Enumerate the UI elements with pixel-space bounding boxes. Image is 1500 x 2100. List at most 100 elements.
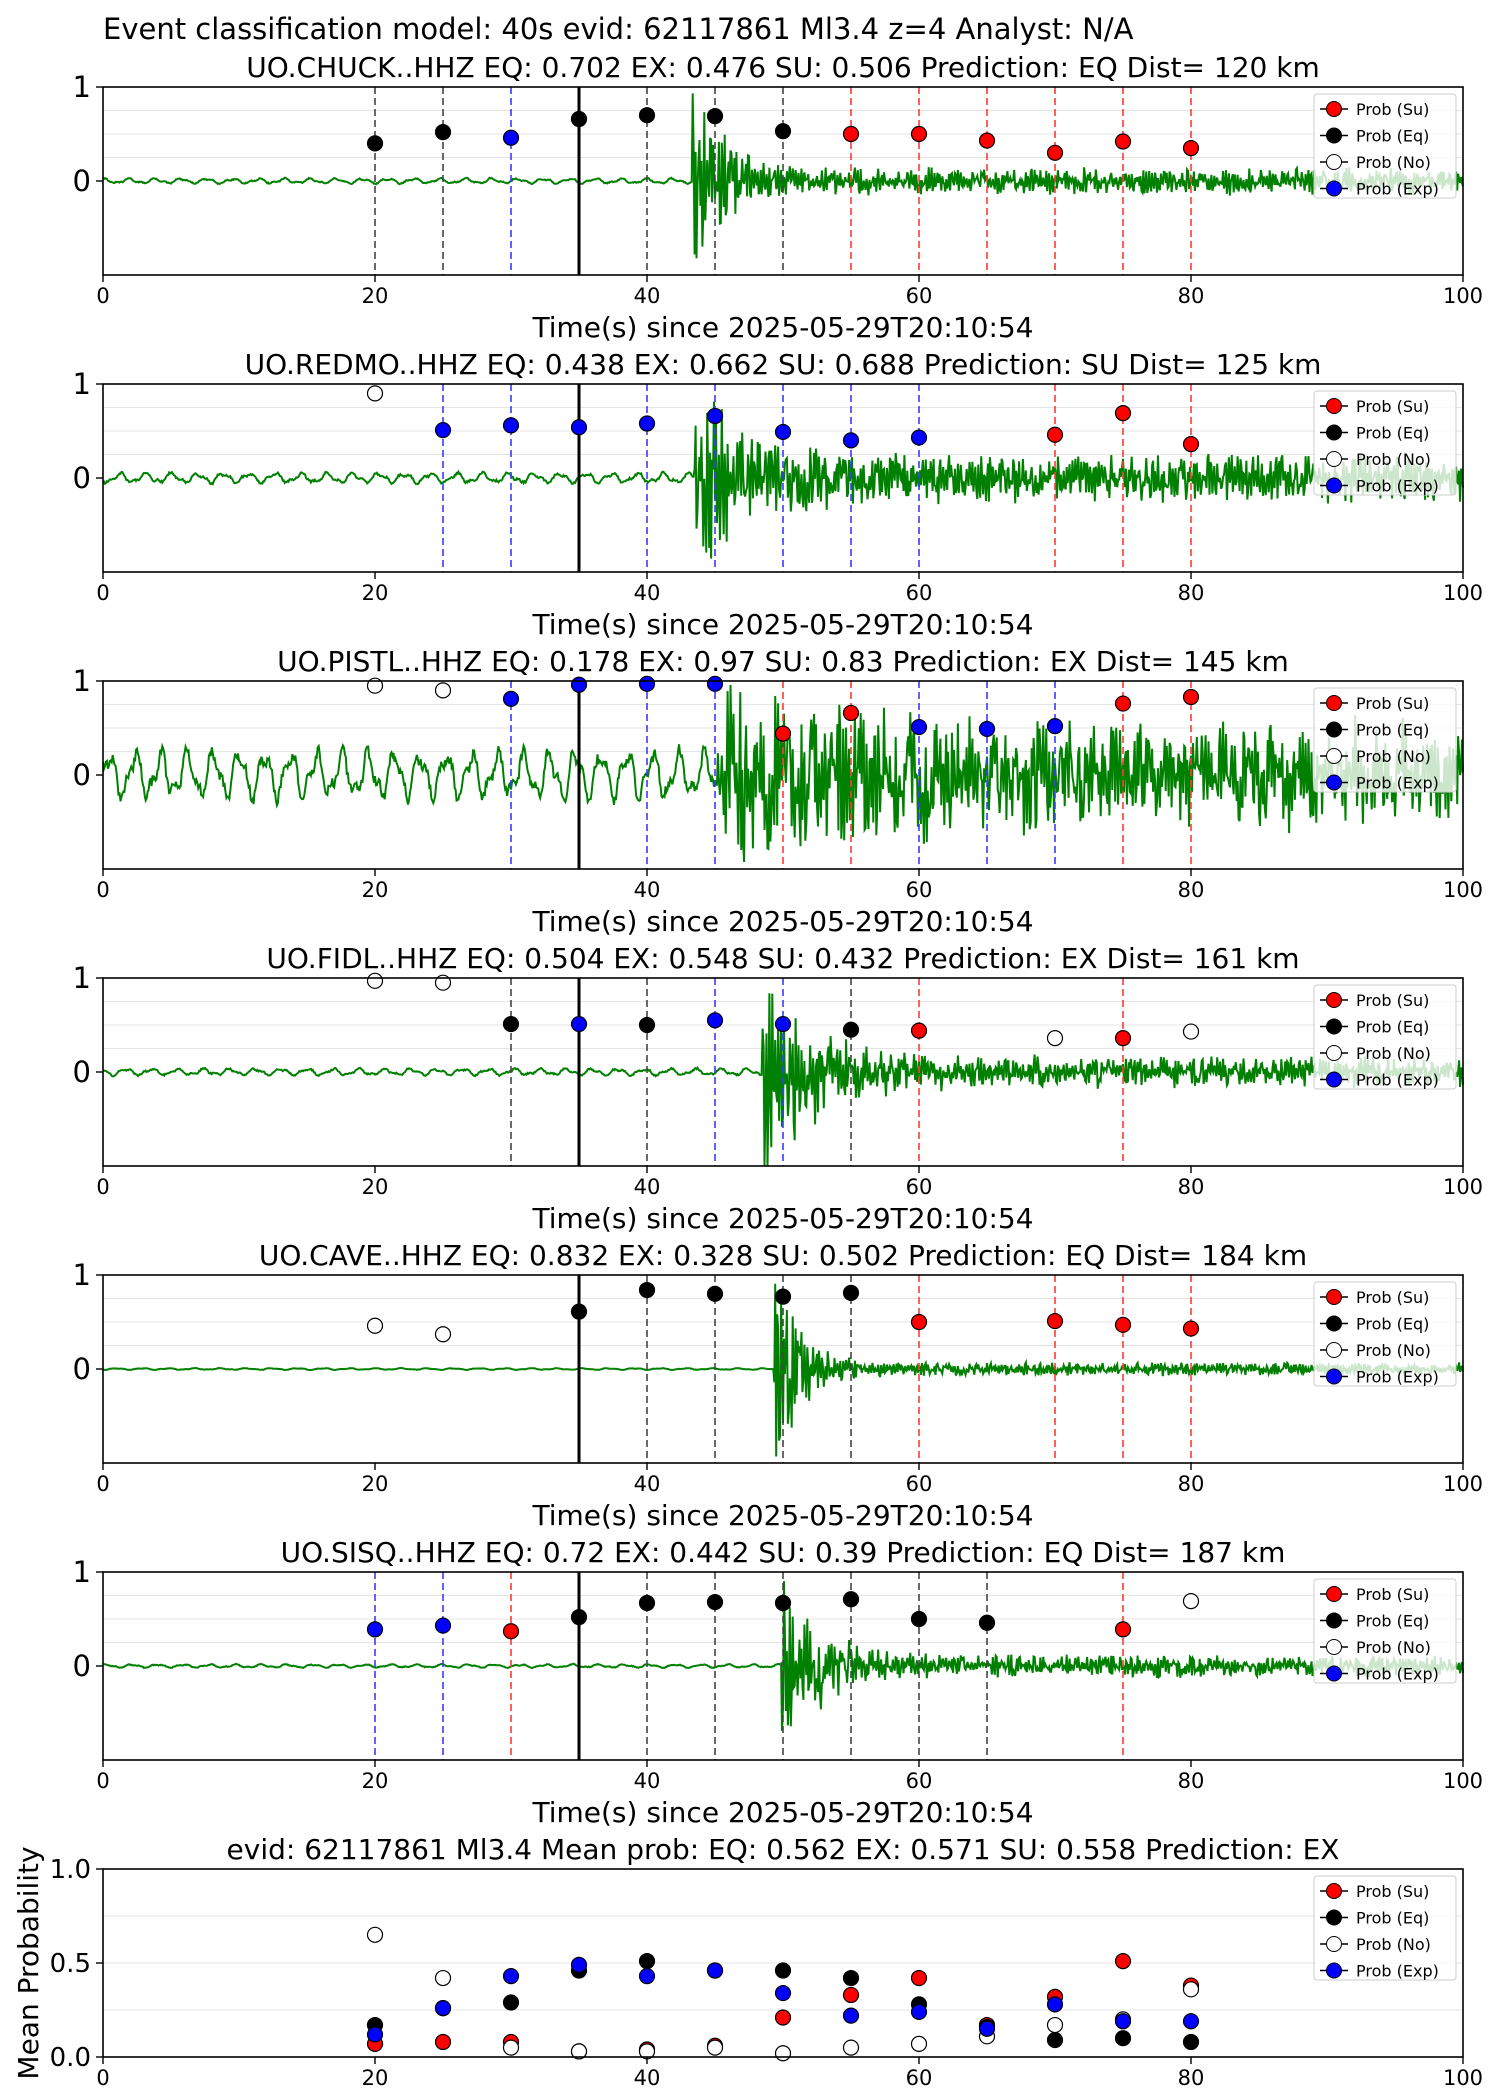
prob-point-ex: [502, 129, 520, 146]
chart-panel-3: UO.PISTL..HHZ EQ: 0.178 EX: 0.97 SU: 0.8…: [73, 645, 1484, 938]
y-tick-label: 0: [73, 1055, 91, 1089]
x-axis-label: Time(s) since 2025-05-29T20:10:54: [531, 905, 1033, 938]
prob-point-ex: [570, 419, 588, 436]
x-tick-label: 60: [906, 581, 933, 605]
prob-point-ex: [910, 429, 928, 446]
x-tick-label: 0: [96, 1472, 109, 1496]
x-tick-label: 0: [96, 1175, 109, 1199]
x-tick-label: 40: [634, 284, 661, 308]
prob-point-eq: [842, 1284, 860, 1301]
legend-entry-label: Prob (Exp): [1356, 180, 1439, 199]
mean-prob-point-eq: [1114, 2030, 1132, 2047]
legend-entry-label: Prob (Exp): [1356, 774, 1439, 793]
legend-marker: [1326, 992, 1342, 1008]
x-axis-label: Time(s) since 2025-05-29T20:10:54: [531, 608, 1033, 641]
mean-prob-point-eq: [1182, 2033, 1200, 2051]
legend-marker: [1326, 398, 1342, 414]
prob-point-su: [910, 1022, 928, 1039]
prob-point-ex: [978, 720, 996, 738]
x-tick-label: 60: [906, 1472, 933, 1496]
prob-point-su: [1046, 1312, 1064, 1330]
legend-frame: [1313, 984, 1457, 1090]
x-tick-label: 20: [362, 284, 389, 308]
prob-point-eq: [638, 1594, 656, 1612]
legend-frame: [1313, 1578, 1457, 1684]
x-tick-label: 60: [906, 1175, 933, 1199]
mean-prob-point-ex: [570, 1956, 588, 1973]
x-tick-label: 60: [906, 2066, 933, 2090]
prob-point-ex: [638, 675, 656, 692]
mean-prob-point-ex: [978, 2020, 996, 2037]
mean-prob-point-eq: [638, 1953, 656, 1970]
x-tick-label: 40: [634, 2066, 661, 2090]
mean-prob-point-ex: [1046, 1996, 1064, 2013]
x-tick-label: 20: [362, 1769, 389, 1793]
legend-entry-label: Prob (Su): [1356, 100, 1429, 119]
legend-marker: [1326, 1368, 1342, 1385]
y-tick-label: 1: [73, 664, 91, 698]
x-axis-label: Time(s) since 2025-05-29T20:10:54: [531, 1796, 1033, 1829]
panels: UO.CHUCK..HHZ EQ: 0.702 EX: 0.476 SU: 0.…: [12, 51, 1483, 2090]
prob-point-eq: [638, 107, 656, 124]
legend-entry-label: Prob (Exp): [1356, 1665, 1439, 1684]
mean-prob-point-ex: [366, 2026, 384, 2043]
legend-entry-label: Prob (Su): [1356, 1585, 1429, 1604]
mean-prob-point-ex: [638, 1968, 656, 1985]
prob-point-su: [1114, 133, 1132, 150]
prob-point-su: [1046, 426, 1064, 443]
x-tick-label: 100: [1443, 2066, 1483, 2090]
prob-point-eq: [570, 1303, 588, 1320]
legend-entry-label: Prob (Exp): [1356, 1071, 1439, 1090]
chart-panel-5: UO.CAVE..HHZ EQ: 0.832 EX: 0.328 SU: 0.5…: [73, 1239, 1484, 1532]
legend-entry-label: Prob (Eq): [1356, 1315, 1429, 1334]
chart-panel-2: UO.REDMO..HHZ EQ: 0.438 EX: 0.662 SU: 0.…: [73, 348, 1484, 641]
prob-point-eq: [570, 1609, 588, 1626]
prob-point-ex: [570, 1015, 588, 1033]
mean-prob-point-ex: [774, 1984, 792, 2002]
prob-point-ex: [434, 1617, 452, 1634]
legend-marker: [1326, 424, 1342, 441]
x-tick-label: 0: [96, 878, 109, 902]
prob-point-ex: [842, 432, 860, 449]
x-tick-label: 80: [1178, 2066, 1205, 2090]
legend-marker: [1326, 1342, 1342, 1358]
legend-entry-label: Prob (No): [1356, 1935, 1431, 1954]
y-tick-label: 0: [73, 1649, 91, 1683]
legend-marker: [1326, 1612, 1342, 1629]
legend-marker: [1326, 721, 1342, 738]
chart-panel-7: evid: 62117861 Ml3.4 Mean prob: EQ: 0.56…: [12, 1833, 1483, 2090]
legend-entry-label: Prob (No): [1356, 747, 1431, 766]
mean-prob-point-no: [842, 2039, 860, 2056]
y-tick-label: 1: [73, 1555, 91, 1589]
prob-point-ex: [570, 676, 588, 693]
x-tick-label: 20: [362, 878, 389, 902]
legend-entry-label: Prob (No): [1356, 450, 1431, 469]
legend-entry-label: Prob (Su): [1356, 694, 1429, 713]
x-tick-label: 60: [906, 878, 933, 902]
x-axis-label: Time(s) since 2025-05-29T20:10:54: [531, 1499, 1033, 1532]
prob-point-eq: [434, 124, 452, 141]
prob-point-eq: [706, 108, 724, 125]
prob-point-su: [910, 1313, 928, 1331]
chart-title: UO.CAVE..HHZ EQ: 0.832 EX: 0.328 SU: 0.5…: [259, 1239, 1307, 1272]
legend-marker: [1326, 1909, 1342, 1926]
legend-entry-label: Prob (Exp): [1356, 1368, 1439, 1387]
mean-prob-point-no: [366, 1926, 384, 1943]
y-tick-label: 0: [73, 461, 91, 495]
waveform-trace: [102, 401, 1464, 559]
mean-prob-point-ex: [1182, 2013, 1200, 2030]
legend-frame: [1313, 1281, 1457, 1387]
legend-entry-label: Prob (Eq): [1356, 1612, 1429, 1631]
legend-entry-label: Prob (Eq): [1356, 1018, 1429, 1037]
prob-point-eq: [638, 1016, 656, 1034]
prob-point-ex: [774, 423, 792, 441]
x-tick-label: 40: [634, 1472, 661, 1496]
prob-point-eq: [638, 1281, 656, 1299]
prob-point-eq: [706, 1285, 724, 1302]
prob-point-eq: [910, 1610, 928, 1628]
prob-point-ex: [502, 417, 520, 434]
figure-suptitle: Event classification model: 40s evid: 62…: [103, 12, 1134, 46]
mean-prob-point-no: [910, 2035, 928, 2052]
x-tick-label: 0: [96, 1769, 109, 1793]
